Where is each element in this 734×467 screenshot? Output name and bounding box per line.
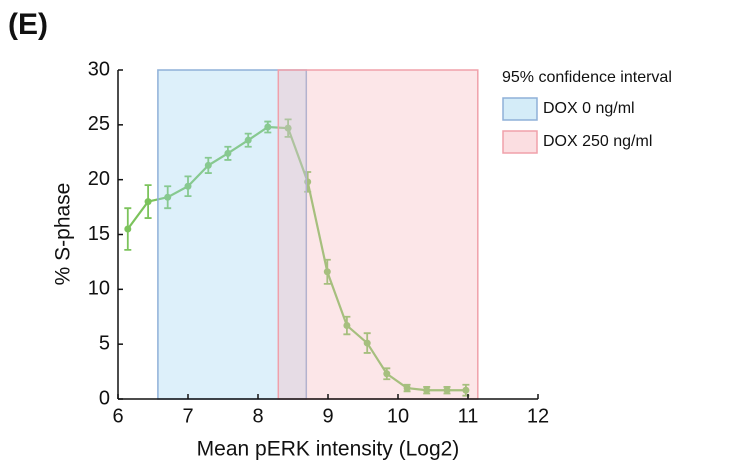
data-point xyxy=(164,193,172,201)
y-tick-label: 20 xyxy=(88,168,110,190)
legend-title: 95% confidence interval xyxy=(502,69,672,86)
data-point xyxy=(343,322,351,330)
panel-label: (E) xyxy=(8,8,48,41)
data-point xyxy=(144,198,152,206)
legend-swatch xyxy=(502,130,538,154)
y-tick-label: 25 xyxy=(88,113,110,135)
data-point xyxy=(383,370,391,378)
y-tick-label: 30 xyxy=(88,58,110,80)
data-point xyxy=(264,123,272,131)
data-point xyxy=(462,386,470,394)
data-point xyxy=(224,149,232,157)
y-axis-label: % S-phase xyxy=(52,183,75,286)
data-point xyxy=(204,161,212,169)
data-point xyxy=(403,384,411,392)
x-tick-label: 9 xyxy=(322,405,333,427)
x-tick-label: 7 xyxy=(182,405,193,427)
data-point xyxy=(284,124,292,132)
data-point xyxy=(244,136,252,144)
data-point xyxy=(423,386,431,394)
x-axis-label: Mean pERK intensity (Log2) xyxy=(197,438,460,461)
x-tick-label: 8 xyxy=(252,405,263,427)
data-point xyxy=(184,182,192,190)
y-tick-label: 15 xyxy=(88,223,110,245)
interval-band xyxy=(157,69,308,400)
y-tick-label: 5 xyxy=(99,332,110,354)
legend-swatch xyxy=(502,97,538,121)
y-tick-label: 10 xyxy=(88,278,110,300)
x-tick-label: 12 xyxy=(527,405,549,427)
data-point xyxy=(323,268,331,276)
interval-band xyxy=(277,69,479,400)
x-tick-label: 10 xyxy=(387,405,409,427)
data-point xyxy=(363,339,371,347)
data-point xyxy=(124,225,132,233)
x-tick-label: 11 xyxy=(458,405,479,427)
legend-label: DOX 0 ng/ml xyxy=(543,100,635,117)
x-tick-label: 6 xyxy=(112,405,123,427)
y-tick-label: 0 xyxy=(99,387,110,409)
legend-label: DOX 250 ng/ml xyxy=(543,133,652,150)
data-point xyxy=(443,386,451,394)
